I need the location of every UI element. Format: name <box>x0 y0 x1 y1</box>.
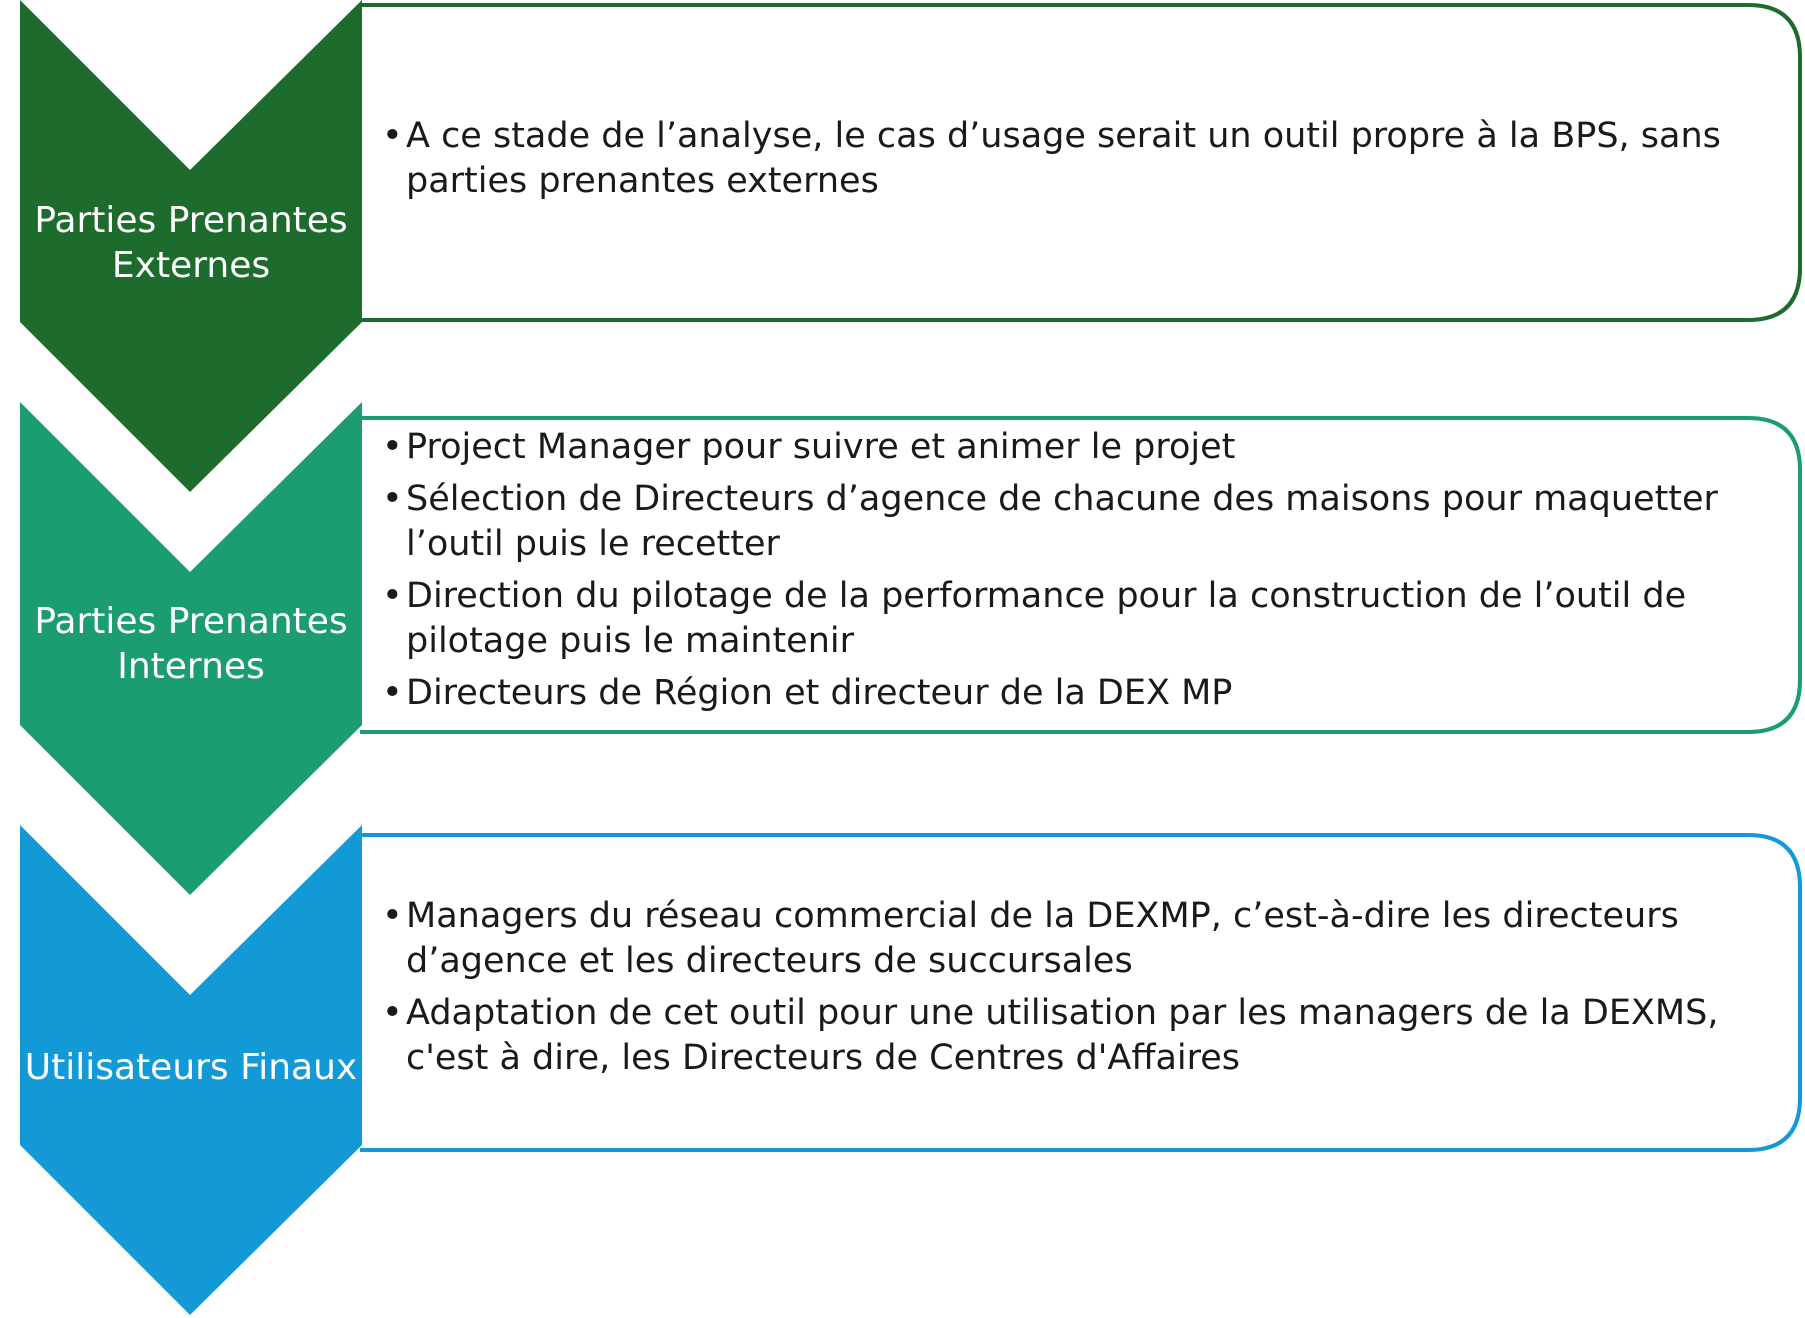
stage-2-label: Parties Prenantes Internes <box>20 599 362 689</box>
stage-1-label-line-2: Externes <box>111 245 271 286</box>
stage-3-item-1: Managers du réseau commercial de la DEXM… <box>382 894 1782 984</box>
stage-1-label: Parties Prenantes Externes <box>20 198 362 288</box>
stage-3-item-2: Adaptation de cet outil pour une utilisa… <box>382 991 1782 1081</box>
stage-2-label-line-2: Internes <box>117 646 265 687</box>
stage-2-item-3: Direction du pilotage de la performance … <box>382 574 1782 664</box>
stage-2-item-2: Sélection de Directeurs d’agence de chac… <box>382 477 1782 567</box>
stage-3-chevron <box>20 825 362 1315</box>
stage-1-item-1: A ce stade de l’analyse, le cas d’usage … <box>382 114 1782 204</box>
stage-3-content: Managers du réseau commercial de la DEXM… <box>382 894 1782 1088</box>
stage-2-label-line-1: Parties Prenantes <box>34 601 348 642</box>
stage-2-item-1: Project Manager pour suivre et animer le… <box>382 425 1782 470</box>
stage-3-label-line-1: Utilisateurs Finaux <box>24 1047 358 1088</box>
stage-1-label-line-1: Parties Prenantes <box>34 200 348 241</box>
stage-3-label: Utilisateurs Finaux <box>20 1045 362 1090</box>
stage-1-chevron <box>20 0 362 492</box>
stage-2-content: Project Manager pour suivre et animer le… <box>382 425 1782 723</box>
stage-2-item-4: Directeurs de Région et directeur de la … <box>382 671 1782 716</box>
stage-1-content: A ce stade de l’analyse, le cas d’usage … <box>382 114 1782 211</box>
stage-2-chevron <box>20 402 362 895</box>
